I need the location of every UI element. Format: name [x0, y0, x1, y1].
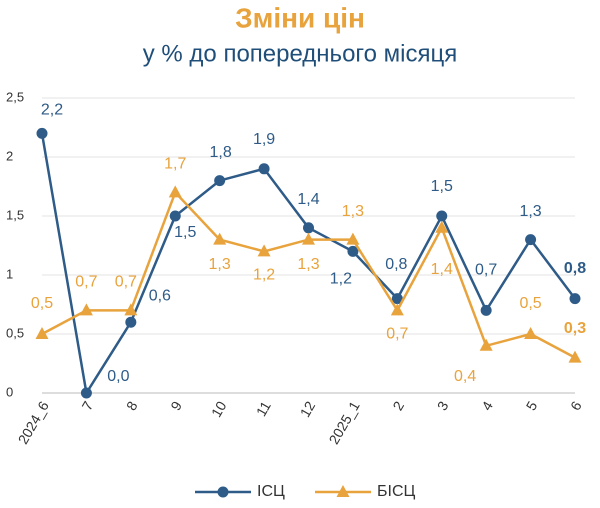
marker: [168, 185, 182, 198]
data-label: 1,3: [519, 203, 541, 220]
data-label: 1,8: [210, 144, 232, 161]
data-label: 0,8: [564, 260, 586, 277]
marker: [213, 232, 227, 245]
x-tick-label: 10: [208, 398, 230, 420]
chart-title: Зміни цін: [235, 2, 365, 33]
marker: [480, 304, 492, 316]
data-label: 1,2: [330, 271, 352, 288]
marker: [302, 232, 315, 245]
x-tick-label: 2: [389, 398, 407, 413]
data-label: 0,5: [31, 295, 53, 312]
data-label: 1,5: [174, 224, 196, 241]
y-tick-label: 0: [6, 384, 13, 399]
legend-label: БІСЦ: [377, 483, 416, 500]
data-label: 1,4: [431, 261, 453, 278]
data-label: 1,9: [253, 131, 275, 148]
y-tick-label: 1,5: [6, 207, 24, 222]
data-label: 1,5: [431, 178, 453, 195]
legend-marker: [336, 485, 350, 497]
data-label: 1,4: [297, 191, 319, 208]
marker: [303, 222, 314, 234]
data-label: 0,7: [475, 262, 497, 279]
y-tick-label: 0,5: [6, 325, 24, 340]
x-tick-label: 7: [78, 398, 96, 413]
marker: [347, 245, 359, 257]
marker: [524, 327, 538, 339]
marker: [391, 293, 403, 305]
marker: [346, 232, 360, 245]
data-label: 0,0: [107, 368, 129, 385]
data-label: 1,3: [342, 203, 364, 220]
x-tick-label: 8: [123, 398, 141, 413]
data-label: 2,2: [41, 102, 63, 119]
marker: [169, 210, 181, 222]
data-label: 0,8: [385, 256, 407, 273]
x-tick-label: 12: [297, 398, 319, 420]
marker: [80, 387, 92, 399]
marker: [436, 210, 448, 222]
x-tick-label: 5: [523, 398, 541, 413]
data-label: 1,3: [209, 256, 231, 273]
data-label: 0,7: [386, 326, 408, 343]
marker: [214, 175, 226, 187]
data-label: 0,7: [75, 274, 97, 291]
x-tick-label: 9: [167, 398, 185, 413]
marker: [79, 303, 93, 316]
marker: [257, 244, 271, 257]
marker: [525, 234, 537, 246]
chart-subtitle: у % до попереднього місяця: [143, 40, 457, 67]
marker: [568, 350, 582, 363]
marker: [258, 163, 270, 175]
marker: [124, 303, 138, 316]
data-label: 1,7: [164, 156, 186, 173]
data-label: 0,3: [564, 320, 586, 337]
legend-label: ІСЦ: [257, 483, 285, 500]
marker: [35, 327, 49, 339]
y-tick-label: 1: [6, 266, 13, 281]
x-tick-label: 2025_1: [326, 398, 363, 447]
data-label: 1,3: [297, 256, 319, 273]
data-label: 1,2: [253, 267, 275, 284]
marker: [435, 220, 449, 233]
x-tick-label: 6: [567, 398, 585, 413]
data-label: 0,7: [115, 274, 137, 291]
marker: [569, 293, 581, 305]
y-tick-label: 2: [6, 148, 13, 163]
marker: [36, 127, 48, 139]
legend-marker: [217, 486, 229, 498]
y-tick-label: 2,5: [6, 89, 24, 104]
marker: [125, 316, 137, 328]
x-tick-label: 3: [434, 398, 452, 413]
marker: [479, 338, 493, 351]
x-tick-label: 2024_6: [15, 398, 52, 447]
x-tick-label: 11: [253, 398, 274, 419]
data-label: 0,4: [454, 368, 476, 385]
x-tick-label: 4: [478, 398, 496, 413]
marker: [390, 303, 404, 316]
data-label: 0,6: [149, 287, 171, 304]
data-label: 0,5: [519, 295, 541, 312]
